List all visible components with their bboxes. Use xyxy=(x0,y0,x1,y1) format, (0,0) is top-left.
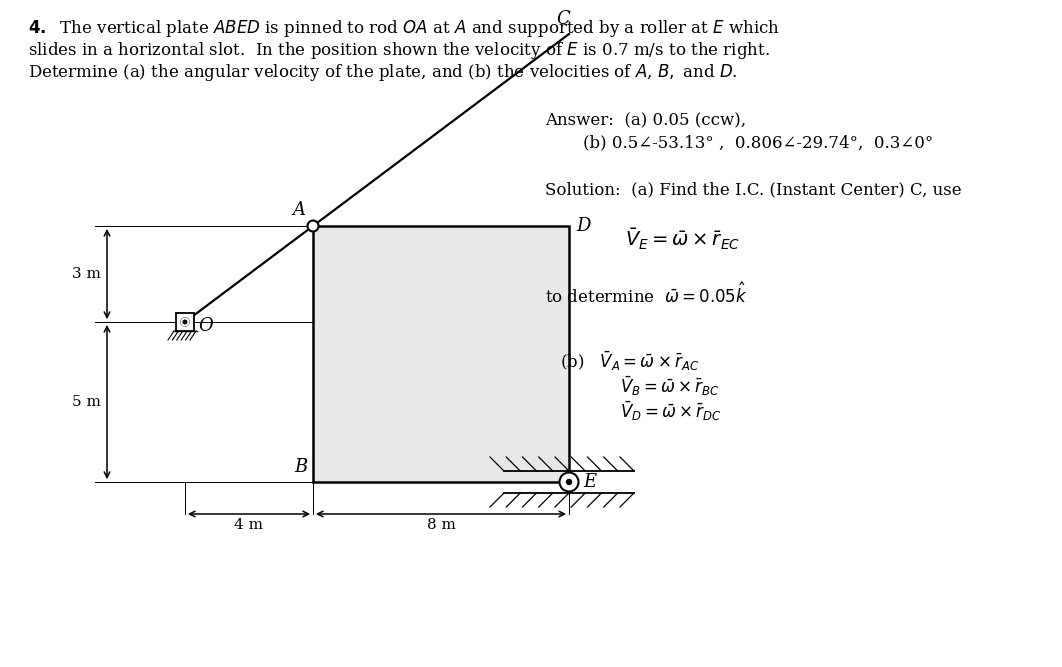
Text: Solution:  (a) Find the I.C. (Instant Center) C, use: Solution: (a) Find the I.C. (Instant Cen… xyxy=(545,181,961,198)
Circle shape xyxy=(566,480,571,484)
Circle shape xyxy=(184,320,187,323)
Text: D: D xyxy=(576,217,590,235)
Text: E: E xyxy=(583,473,597,491)
Text: Determine (a) the angular velocity of the plate, and (b) the velocities of $A$, : Determine (a) the angular velocity of th… xyxy=(28,62,738,83)
Text: 8 m: 8 m xyxy=(427,518,456,532)
Text: $\bar{V}_E = \bar{\omega} \times \bar{r}_{EC}$: $\bar{V}_E = \bar{\omega} \times \bar{r}… xyxy=(626,227,740,252)
Text: Answer:  (a) 0.05 (ccw),: Answer: (a) 0.05 (ccw), xyxy=(545,112,747,129)
Text: slides in a horizontal slot.  In the position shown the velocity of $E$ is 0.7 m: slides in a horizontal slot. In the posi… xyxy=(28,40,770,61)
Text: O: O xyxy=(198,317,212,335)
Circle shape xyxy=(182,318,189,325)
Text: $\bar{V}_B = \bar{\omega} \times \bar{r}_{BC}$: $\bar{V}_B = \bar{\omega} \times \bar{r}… xyxy=(620,375,720,398)
Circle shape xyxy=(560,472,579,492)
Text: 4 m: 4 m xyxy=(235,518,263,532)
Text: (b)   $\bar{V}_A = \bar{\omega} \times \bar{r}_{AC}$: (b) $\bar{V}_A = \bar{\omega} \times \ba… xyxy=(560,350,699,374)
Text: $\mathbf{4.}$  The vertical plate $ABED$ is pinned to rod $OA$ at $A$ and suppor: $\mathbf{4.}$ The vertical plate $ABED$ … xyxy=(28,18,781,39)
Text: 5 m: 5 m xyxy=(72,395,101,409)
Circle shape xyxy=(181,318,189,326)
Text: A: A xyxy=(292,201,305,219)
Text: (b) 0.5∠-53.13° ,  0.806∠-29.74°,  0.3∠0°: (b) 0.5∠-53.13° , 0.806∠-29.74°, 0.3∠0° xyxy=(583,134,933,151)
Text: to determine  $\bar{\omega} = 0.05\hat{k}$: to determine $\bar{\omega} = 0.05\hat{k}… xyxy=(545,282,748,307)
Polygon shape xyxy=(313,226,569,482)
Text: C: C xyxy=(556,10,570,28)
Text: 3 m: 3 m xyxy=(72,267,101,281)
Text: B: B xyxy=(295,458,308,476)
Circle shape xyxy=(308,221,319,231)
Bar xyxy=(176,313,194,331)
Text: $\bar{V}_D = \bar{\omega} \times \bar{r}_{DC}$: $\bar{V}_D = \bar{\omega} \times \bar{r}… xyxy=(620,400,722,424)
